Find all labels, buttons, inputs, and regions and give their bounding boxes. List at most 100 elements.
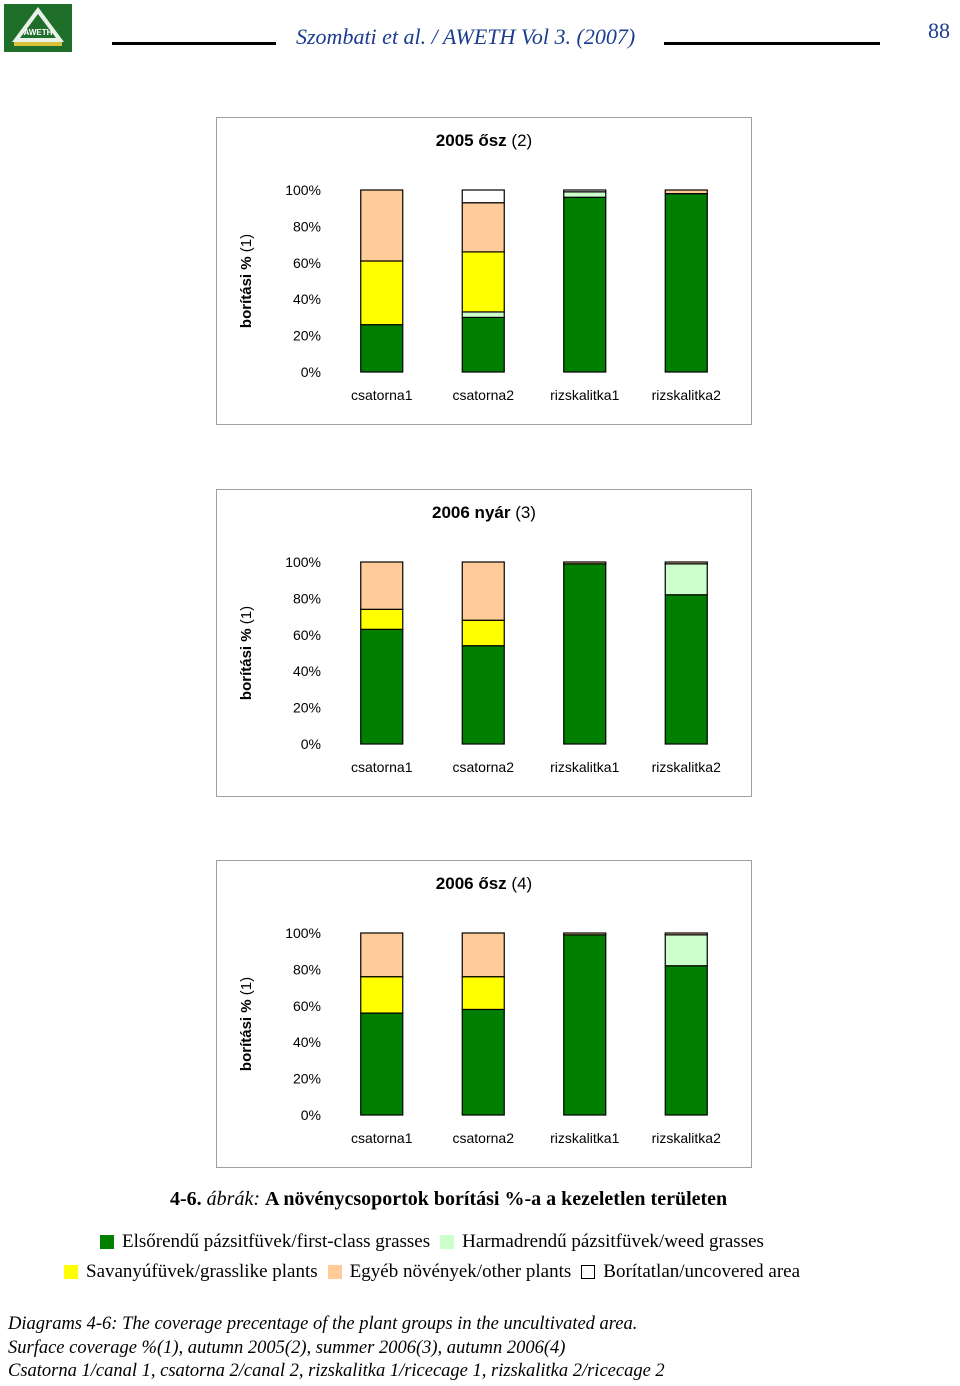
y-tick-label: 100% [285,554,321,570]
y-tick-label: 20% [293,328,321,344]
page-header: AWETH Szombati et al. / AWETH Vol 3. (20… [0,0,960,60]
chart-title-number: (2) [507,131,533,150]
x-tick-label: csatorna2 [453,387,515,403]
bar-segment [563,191,607,198]
y-axis-label: borítási % (1) [238,234,255,328]
y-tick-label: 60% [293,998,321,1014]
x-tick-label: csatorna1 [351,387,413,403]
bar-segment [461,932,505,978]
y-tick-label: 100% [285,925,321,941]
bar-segment [360,932,404,978]
x-tick-label: csatorna2 [453,1130,515,1146]
bar-segment [664,563,708,596]
bar-segment [563,561,607,565]
bar-segment [360,1012,404,1116]
bar-segment [360,608,404,630]
page-number: 88 [928,18,950,43]
figure-caption: 4-6. ábrák: A növénycsoportok borítási %… [170,1188,727,1211]
legend-item-grasslike: Savanyúfüvek/grasslike plants [64,1261,318,1283]
caption-text: A növénycsoportok borítási %-a a kezelet… [265,1188,728,1210]
bar-segment [360,976,404,1014]
legend-item-other: Egyéb növények/other plants [327,1261,571,1283]
chart-title-number: (3) [510,503,536,522]
legend-label: Borítatlan/uncovered area [603,1261,801,1282]
x-tick-label: csatorna1 [351,1130,413,1146]
journal-logo: AWETH [4,4,72,52]
journal-citation: Szombati et al. / AWETH Vol 3. (2007) [296,24,636,49]
chart-svg-2005-autumn: 2005 ősz (2) borítási % (1) 0% 20% 40% 60% 80%… [238,131,721,403]
legend-swatch [64,1265,78,1279]
bar-segment [360,189,404,262]
y-tick-label: 80% [293,590,321,606]
bar-segment [461,189,505,204]
x-tick-label: rizskalitka1 [550,759,619,775]
chart-title-main: 2005 ősz [436,131,507,150]
legend-row-1: Elsőrendű pázsitfüvek/first-class grasse… [100,1231,774,1253]
y-tick-label: 80% [293,961,321,977]
caption-number: 4-6. [170,1188,202,1210]
y-tick-label: 20% [293,700,321,716]
chart-svg-2006-summer: 2006 nyár (3) borítási % (1) 0% 20% 40% 60% 80… [238,503,721,775]
y-axis-label-main: borítási % [238,256,255,328]
bar-segment [664,594,708,745]
chart-2006-autumn: 2006 ősz (4) borítási % (1) 0% 20% 40% 60% 80%… [216,860,752,1168]
header-rule-left [112,42,276,45]
y-axis-label-number: (1) [238,234,255,257]
bar-segment [664,193,708,373]
legend-label: Savanyúfüvek/grasslike plants [86,1261,318,1282]
bar-segment [461,311,505,319]
bar-segment [563,563,607,745]
chart-title: 2006 ősz (4) [436,874,532,893]
bar-segment [360,561,404,610]
bar-segment [461,619,505,647]
y-tick-label: 60% [293,255,321,271]
x-tick-label: rizskalitka2 [652,1130,721,1146]
legend-swatch [100,1235,114,1249]
chart-title-main: 2006 nyár [432,503,511,522]
bar-segment [360,260,404,326]
bar-segment [664,934,708,967]
bar-segment [461,202,505,253]
bar-segment [461,976,505,1011]
x-tick-label: csatorna2 [453,759,515,775]
legend-item-uncovered: Borítatlan/uncovered area [581,1261,800,1283]
chart-2006-summer: 2006 nyár (3) borítási % (1) 0% 20% 40% 60% 80… [216,489,752,797]
y-tick-label: 80% [293,218,321,234]
logo-text: AWETH [24,28,53,37]
bar-segment [664,932,708,936]
chart-title: 2006 nyár (3) [432,503,536,522]
legend-item-weed: Harmadrendű pázsitfüvek/weed grasses [440,1231,764,1253]
bar-segment [461,316,505,373]
chart-svg-2006-autumn: 2006 ősz (4) borítási % (1) 0% 20% 40% 60% 80%… [238,874,721,1146]
y-axis-label-main: borítási % [238,999,255,1071]
bar-segment [563,189,607,193]
y-tick-label: 60% [293,627,321,643]
legend-swatch [581,1265,596,1279]
y-tick-label: 0% [301,364,321,380]
x-tick-label: rizskalitka2 [652,759,721,775]
bar-segment [563,932,607,936]
x-tick-label: csatorna1 [351,759,413,775]
x-tick-label: rizskalitka2 [652,387,721,403]
bar-segment [664,189,708,195]
bar-segment [461,561,505,621]
legend-label: Elsőrendű pázsitfüvek/first-class grasse… [122,1231,431,1252]
english-caption-line-1: Diagrams 4-6: The coverage precentage of… [8,1314,638,1334]
x-tick-label: rizskalitka1 [550,387,619,403]
bar-segment [360,324,404,373]
y-tick-label: 40% [293,291,321,307]
bar-segment [563,934,607,1116]
y-axis-label: borítási % (1) [238,977,255,1071]
legend-swatch [440,1235,455,1249]
y-tick-label: 20% [293,1071,321,1087]
y-tick-label: 0% [301,1107,321,1123]
bar-segment [664,965,708,1116]
legend-row-2: Savanyúfüvek/grasslike plants Egyéb növén… [64,1261,810,1283]
bar-segment [360,628,404,745]
bar-segment [461,1008,505,1116]
chart-title-number: (4) [507,874,533,893]
logo-graphic: AWETH [4,4,72,52]
english-caption-line-2: Surface coverage %(1), autumn 2005(2), s… [8,1338,566,1358]
y-axis-label-number: (1) [238,977,255,1000]
chart-title-main: 2006 ősz [436,874,507,893]
